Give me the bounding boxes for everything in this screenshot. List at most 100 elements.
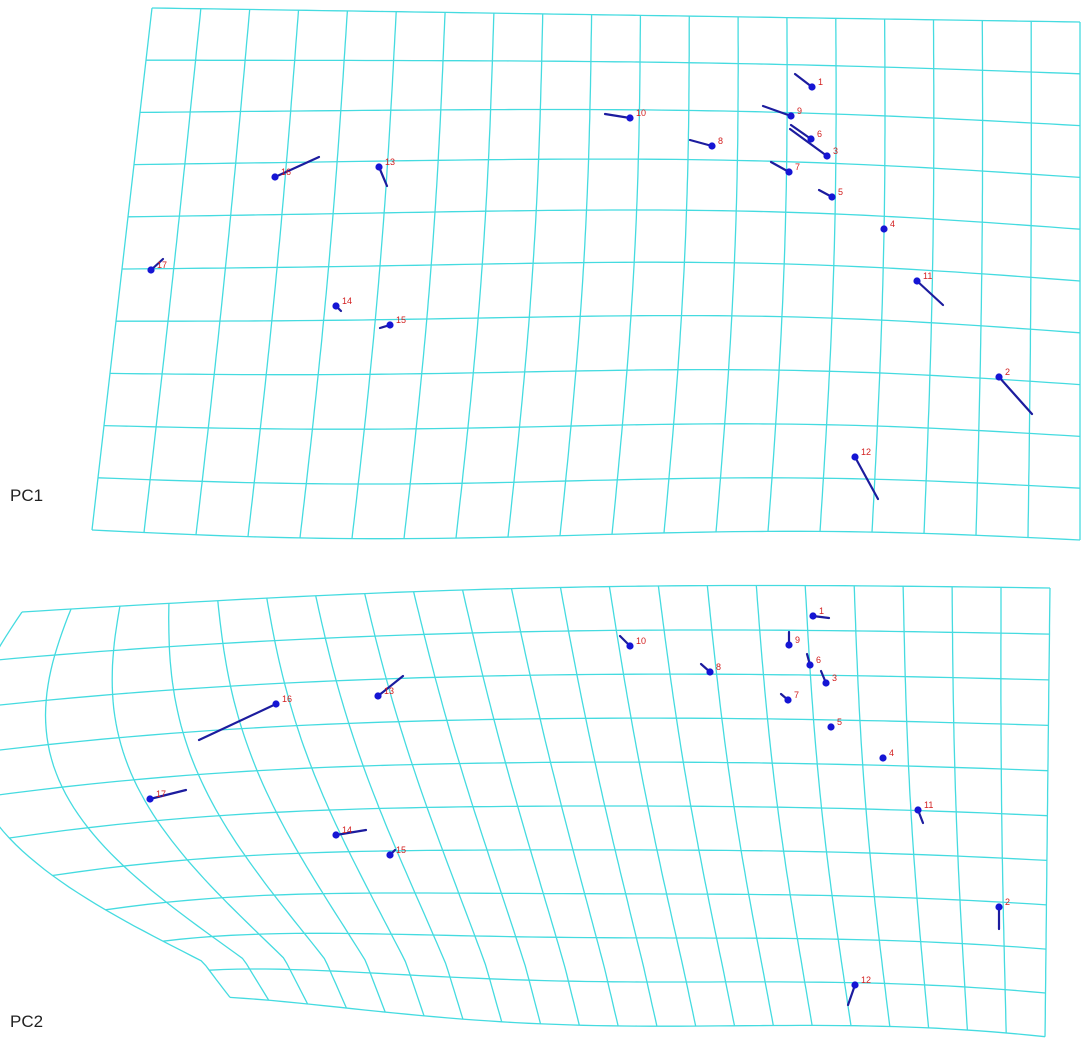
pc2-grid-line-vertical [266, 597, 425, 1017]
pc1-landmark-2-point [995, 373, 1003, 381]
pc1-landmark-3-point [823, 152, 831, 160]
pc2-landmark-10-point [626, 642, 634, 650]
pc1-landmark-14-label: 14 [342, 296, 352, 306]
pc1-grid-line-horizontal [133, 158, 1081, 179]
pc2-landmark-12-point [851, 981, 859, 989]
pc1-landmark-16-vector [273, 155, 321, 179]
pc1-landmark-5-label: 5 [838, 187, 843, 197]
pc2-landmark-2-point [995, 903, 1003, 911]
pc2-grid-line-horizontal [0, 629, 1050, 661]
pc1-landmark-6-point [807, 135, 815, 143]
pc2-landmark-17-vector [148, 788, 188, 801]
pc1-landmark-9-vector [761, 104, 793, 118]
pc1-grid-line-horizontal [109, 368, 1081, 386]
pc2-landmark-3-point [822, 679, 830, 687]
pc1-landmark-13-label: 13 [385, 157, 395, 167]
pc1-landmark-2-label: 2 [1005, 367, 1010, 377]
pc2-landmark-14-vector [334, 828, 368, 837]
pc2-landmark-13-label: 13 [384, 686, 394, 696]
pc2-grid-line-horizontal [229, 996, 1046, 1038]
pc2-landmark-14-point [332, 831, 340, 839]
pc2-landmark-12-label: 12 [861, 975, 871, 985]
pc2-grid-line-vertical [559, 587, 658, 1027]
pc1-grid-line-vertical [299, 10, 349, 538]
pc1-landmark-13-point [375, 163, 383, 171]
pc1-landmark-8-label: 8 [718, 136, 723, 146]
pc1-grid-line-vertical [819, 18, 837, 532]
pc1-grid-line-vertical [767, 17, 788, 532]
pc2-grid-line-vertical [217, 600, 386, 1013]
pc2-landmark-16-point [272, 700, 280, 708]
pc1-landmark-1-point [808, 83, 816, 91]
pc2-landmark-6-point [806, 661, 814, 669]
pc1-grid-line-horizontal [103, 423, 1081, 438]
pc1-landmark-7-point [785, 168, 793, 176]
pc2-grid-line-vertical [168, 603, 347, 1009]
pc1-landmark-11-point [913, 277, 921, 285]
pc1-landmark-5-point [828, 193, 836, 201]
pc1-grid-line-horizontal [121, 261, 1081, 282]
pc2-grid-line-vertical [1044, 587, 1051, 1037]
pc2-landmark-17-label: 17 [156, 789, 166, 799]
pc1-grid-line-vertical [1027, 21, 1032, 538]
pc2-grid-line-vertical [755, 585, 813, 1026]
pc1-landmark-7-label: 7 [795, 162, 800, 172]
pc2-landmark-6-label: 6 [816, 655, 821, 665]
pc1-grid-line-horizontal [127, 209, 1081, 230]
pc1-landmark-8-vector [688, 138, 714, 148]
pc2-landmark-1-label: 1 [819, 606, 824, 616]
pc2-landmark-11-point [914, 806, 922, 814]
pc2-deformation-grid [0, 584, 1051, 1038]
pc1-landmark-6-vector [789, 123, 813, 141]
pc1-landmark-17-point [147, 266, 155, 274]
pc2-grid-line-horizontal [0, 717, 1049, 751]
pc1-grid-line-horizontal [151, 7, 1081, 23]
pc2-grid-line-horizontal [52, 849, 1047, 877]
pc1-landmark-12-point [851, 453, 859, 461]
pc1-landmark-10-label: 10 [636, 108, 646, 118]
pc2-landmark-11-label: 11 [924, 800, 933, 810]
pc1-landmark-12-label: 12 [861, 447, 871, 457]
pc1-grid-line-vertical [871, 19, 886, 533]
pc2-landmark-1-point [809, 612, 817, 620]
pc2-grid-line-vertical [951, 586, 969, 1031]
pc1-landmark-11-vector [915, 279, 945, 307]
pc2-grid-line-vertical [0, 611, 231, 998]
pc1-grid-line-vertical [663, 16, 690, 533]
pc2-landmark-15-point [386, 851, 394, 859]
pc1-grid-line-vertical [611, 15, 642, 535]
pc1-grid-line-horizontal [139, 108, 1081, 127]
pc1-grid-line-vertical [195, 9, 251, 535]
pc2-landmark-10-label: 10 [636, 636, 646, 646]
pc1-landmark-3-label: 3 [833, 146, 838, 156]
pc1-landmark-12-vector [853, 455, 880, 501]
pc2-grid-line-vertical [510, 588, 619, 1027]
pc1-landmark-17-label: 17 [157, 260, 167, 270]
pc2-grid-line-vertical [804, 585, 852, 1026]
pc2-grid-line-horizontal [162, 932, 1047, 950]
pc2-grid-line-horizontal [209, 968, 1046, 994]
pc2-landmark-8-point [706, 668, 714, 676]
pc2-grid-line-horizontal [0, 673, 1049, 706]
pc1-grid-line-vertical [507, 13, 544, 538]
pc2-landmark-9-point [785, 641, 793, 649]
pc1-landmark-9-label: 9 [797, 106, 802, 116]
pc2-grid-line-vertical [706, 585, 774, 1026]
pc1-landmark-10-point [626, 114, 634, 122]
pc1-grid-line-vertical [715, 16, 739, 532]
pc1-landmark-16-point [271, 173, 279, 181]
pc1-grid-line-vertical [403, 12, 446, 539]
pc2-landmark-2-label: 2 [1005, 897, 1010, 907]
pc1-grid-line-vertical [247, 10, 300, 537]
pc2-grid-line-vertical [853, 585, 891, 1027]
pc2-landmark-15-label: 15 [396, 845, 406, 855]
pc1-label: PC1 [10, 486, 43, 505]
pc2-grid-line-vertical [1000, 587, 1007, 1034]
pc2-grid-line-horizontal [21, 584, 1051, 613]
pc1-grid-line-vertical [351, 11, 397, 539]
